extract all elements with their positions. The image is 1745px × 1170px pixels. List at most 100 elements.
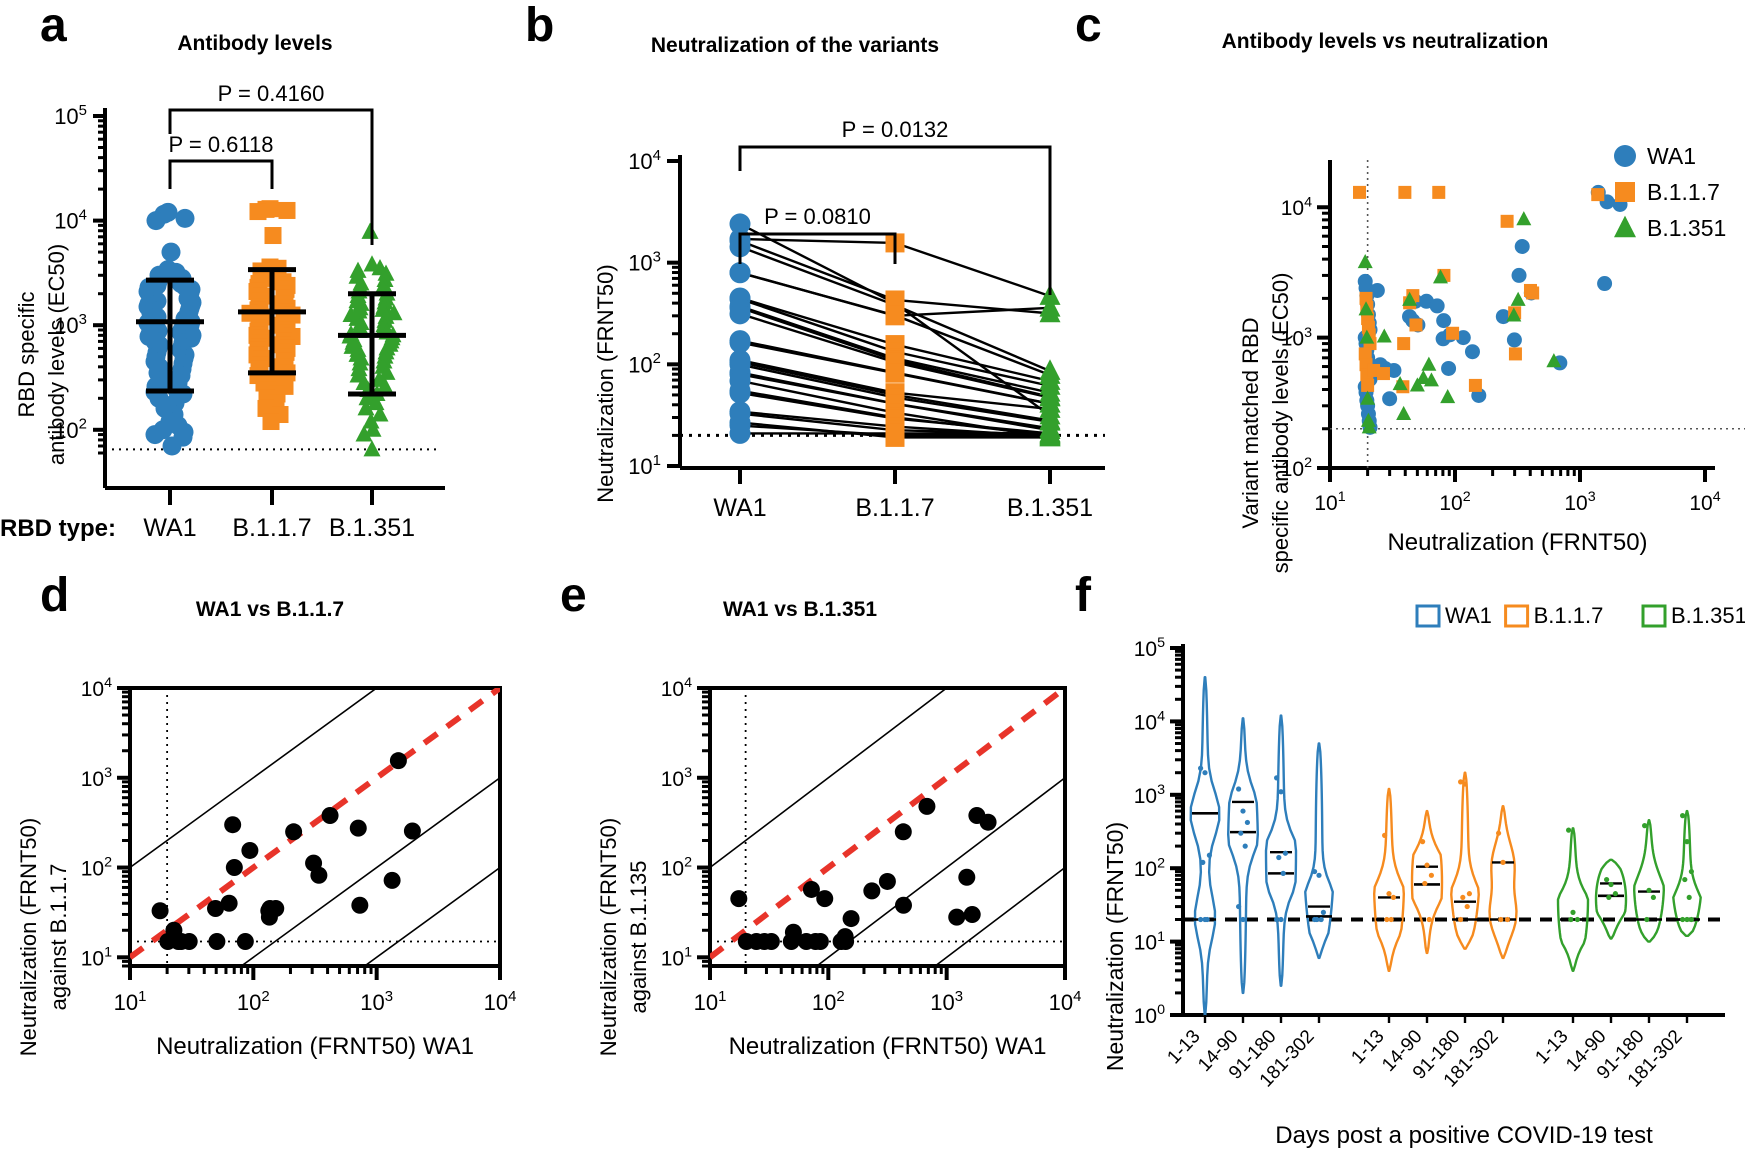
data-point: [1360, 412, 1376, 427]
panel-a-letter: a: [40, 0, 67, 52]
violin-data-point: [1240, 916, 1246, 923]
panel-f-plot: 1001011021031041051-1314-9091-180181-302…: [1102, 603, 1745, 1149]
violin-outline: [1410, 809, 1444, 955]
data-point: [241, 841, 259, 859]
legend-label-B.1.351: B.1.351: [1647, 215, 1726, 241]
data-point: [802, 880, 820, 898]
x-category-label: WA1: [143, 514, 196, 542]
data-point: [948, 908, 966, 926]
violin-data-point: [1504, 916, 1510, 923]
series-WA1: [1357, 184, 1628, 435]
x-tick-label: 104: [1689, 489, 1720, 515]
data-point: [1506, 332, 1522, 348]
data-point: [842, 910, 860, 928]
data-point: [1039, 421, 1061, 443]
violin-data-point: [1276, 854, 1282, 861]
panel-f: f 100 101 102 103 104 105 1-13 14-90 91-180 181-3…: [1065, 550, 1745, 1150]
violin-data-point: [1316, 872, 1322, 878]
violin-data-point: [1424, 862, 1430, 868]
x-tick-label: 104: [1049, 988, 1082, 1015]
x-tick-label: 101: [1314, 489, 1345, 515]
violin-data-point: [1202, 916, 1208, 923]
identity-line: [130, 688, 500, 960]
x-category-label: B.1.351: [329, 514, 415, 542]
panel-d-title: WA1 vs B.1.1.7: [195, 598, 345, 621]
plot-frame: [708, 686, 1067, 968]
y-tick-label: 103: [1281, 325, 1312, 351]
violin-outline: [1189, 676, 1221, 1017]
violin-data-point: [1280, 870, 1286, 876]
data-point: [730, 890, 748, 908]
y-axis-title-line2: specific antibody levels (EC50): [1268, 273, 1293, 574]
data-point: [1397, 337, 1411, 351]
violin-data-point: [1498, 916, 1504, 923]
y-tick-label: 102: [54, 416, 87, 443]
data-point: [1392, 376, 1408, 391]
data-point: [811, 932, 829, 950]
data-point: [958, 868, 976, 886]
x-tick-label: 101: [114, 988, 147, 1015]
x-axis-title: Neutralization (FRNT50) WA1: [729, 1033, 1047, 1060]
violin-data-point: [1574, 916, 1580, 923]
legend-swatch-B.1.1.7: [1504, 604, 1530, 628]
data-point: [1516, 211, 1532, 226]
legend-marker-B.1.351: [1614, 215, 1636, 238]
legend-label-WA1: WA1: [1647, 143, 1696, 169]
series-B.1.1.7: [1353, 185, 1605, 394]
violin-data-point: [1420, 839, 1426, 845]
data-point: [1361, 419, 1377, 434]
data-point: [1506, 307, 1522, 322]
data-point: [350, 359, 368, 377]
panel-c-title: Antibody levels vs neutralization: [1221, 30, 1549, 53]
x-axis-title: Neutralization (FRNT50): [1387, 529, 1647, 556]
y-axis-title-line2: against B.1.1.7: [46, 864, 71, 1011]
data-point: [1440, 389, 1456, 404]
data-point: [729, 262, 751, 284]
violin-data-point: [1320, 909, 1326, 915]
violin-data-point: [1688, 916, 1694, 923]
data-point: [729, 422, 751, 444]
violin-outline: [1264, 714, 1298, 987]
data-point: [249, 203, 267, 221]
data-point: [262, 413, 280, 431]
fold-line: [240, 777, 500, 966]
panel-f-letter: f: [1075, 569, 1091, 622]
data-point: [1360, 390, 1376, 405]
data-point: [1386, 362, 1402, 378]
y-axis-title-line1: Variant matched RBD: [1238, 317, 1263, 528]
data-point: [278, 201, 296, 219]
data-point: [1369, 282, 1385, 298]
data-point: [1441, 360, 1457, 376]
violin-data-point: [1390, 894, 1396, 901]
data-point: [357, 399, 375, 416]
data-point: [1546, 353, 1562, 368]
p-bracket-2: [738, 145, 1052, 295]
y-axis-title: Neutralization (FRNT50): [1102, 822, 1128, 1071]
data-point: [1409, 318, 1423, 332]
violin-data-point: [1458, 779, 1464, 785]
y-tick-label: 102: [628, 350, 661, 377]
violin-data-point: [1382, 832, 1388, 838]
data-point: [376, 377, 394, 394]
data-point: [151, 902, 169, 920]
violin-data-point: [1458, 916, 1464, 923]
data-point: [1446, 326, 1460, 340]
p-bracket-1: [738, 232, 897, 264]
data-point: [207, 899, 225, 917]
data-point: [863, 882, 881, 900]
p-value-label-1: P = 0.6118: [168, 132, 273, 157]
data-point: [361, 222, 379, 239]
y-tick-label: 104: [54, 206, 87, 233]
y-tick-label: 102: [1281, 455, 1312, 481]
data-point: [351, 896, 369, 914]
data-point: [225, 859, 243, 877]
y-axis-title-line2: against B.1.135: [626, 861, 651, 1014]
panel-b-title: Neutralization of the variants: [650, 34, 940, 57]
data-point: [837, 932, 855, 950]
violin-data-point: [1606, 894, 1612, 901]
data-point: [885, 363, 905, 383]
panel-c-letter: c: [1075, 0, 1102, 52]
legend-label-B.1.351: B.1.351: [1671, 603, 1745, 628]
series-B.1.351: [1357, 211, 1562, 434]
data-point: [1514, 238, 1530, 254]
